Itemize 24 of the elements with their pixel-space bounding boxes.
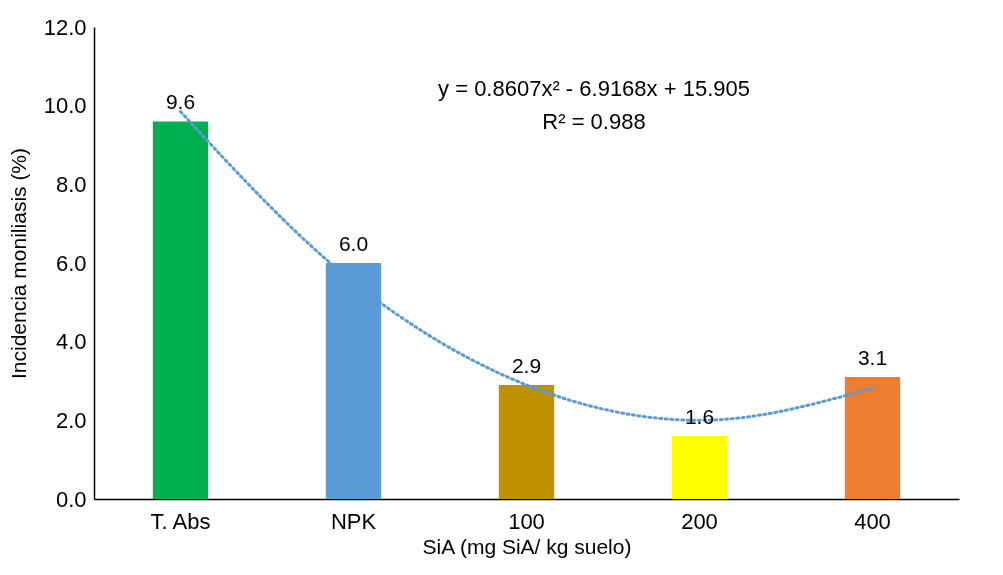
y-tick-label: 0.0 <box>55 486 87 512</box>
y-tick-label: 10.0 <box>43 93 87 119</box>
data-label: 6.0 <box>338 232 369 255</box>
y-axis-title: Incidencia moniliasis (%) <box>6 147 30 380</box>
bar <box>671 436 728 499</box>
x-tick-label: NPK <box>330 508 377 534</box>
annotation: R² = 0.988 <box>542 109 646 134</box>
bar <box>844 377 901 499</box>
x-tick-label: 100 <box>508 508 545 534</box>
x-tick-label: 400 <box>854 508 891 534</box>
data-label: 3.1 <box>857 346 888 370</box>
data-label: 2.9 <box>511 353 542 377</box>
y-tick-label: 4.0 <box>55 329 87 355</box>
y-tick-label: 2.0 <box>55 407 87 433</box>
annotation: y = 0.8607x² - 6.9168x + 15.905 <box>438 76 750 101</box>
y-tick-label: 12.0 <box>43 14 87 40</box>
x-tick-label: T. Abs <box>150 508 211 534</box>
y-tick-label: 6.0 <box>55 250 87 276</box>
x-axis-title: SiA (mg SiA/ kg suelo) <box>422 534 632 558</box>
data-label: 9.6 <box>165 90 196 114</box>
bar <box>152 121 209 499</box>
x-tick-label: 200 <box>681 508 718 534</box>
bar <box>498 384 555 499</box>
y-tick-label: 8.0 <box>55 171 87 197</box>
